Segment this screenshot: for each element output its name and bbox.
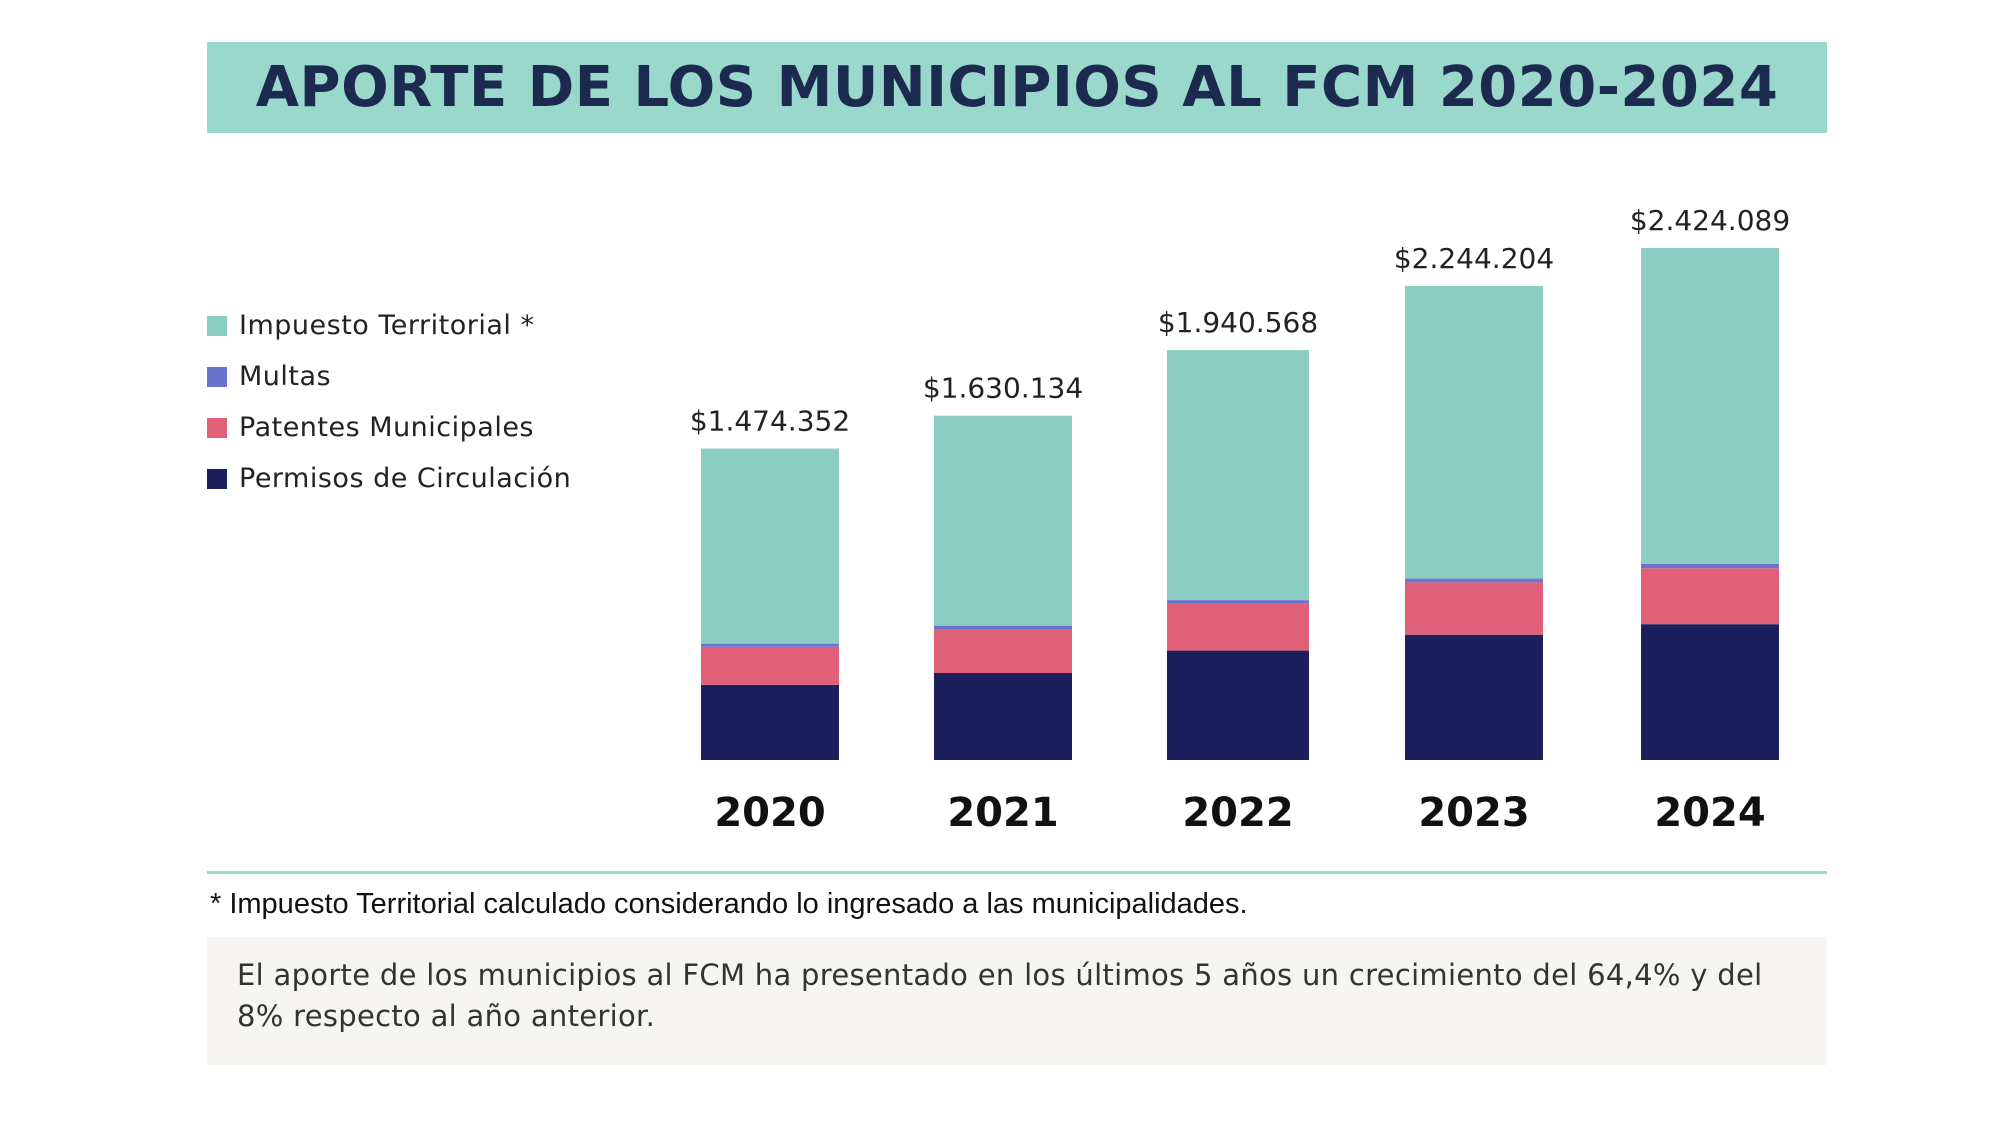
bar-segment-permisos-2021 xyxy=(934,672,1072,760)
bar-segment-impuesto-2022 xyxy=(1167,350,1309,601)
summary-text: El aporte de los municipios al FCM ha pr… xyxy=(237,958,1763,1033)
x-tick-label-2024: 2024 xyxy=(1654,790,1765,836)
legend-item-patentes: Patentes Municipales xyxy=(207,402,571,453)
stacked-bar-chart: $1.474.352 2020 $1.630.134 2021 $1.940.568 20… xyxy=(690,204,1790,836)
bar-segment-patentes-2021 xyxy=(934,629,1072,673)
bar-segment-multas-2023 xyxy=(1405,578,1543,583)
legend-label: Patentes Municipales xyxy=(239,412,535,443)
bar-segment-multas-2020 xyxy=(701,643,839,647)
x-tick-label-2022: 2022 xyxy=(1182,790,1293,836)
bar-segment-impuesto-2024 xyxy=(1641,248,1779,564)
bar-segment-multas-2022 xyxy=(1167,600,1309,604)
legend: Impuesto Territorial * Multas Patentes M… xyxy=(207,300,571,504)
bar-segment-permisos-2020 xyxy=(701,684,839,760)
x-tick-label-2020: 2020 xyxy=(714,790,825,836)
bar-segment-permisos-2024 xyxy=(1641,624,1779,760)
total-label-2020: $1.474.352 xyxy=(690,405,850,438)
chart-title: APORTE DE LOS MUNICIPIOS AL FCM 2020-202… xyxy=(255,55,1779,120)
legend-item-multas: Multas xyxy=(207,351,571,402)
bar-segment-multas-2021 xyxy=(934,625,1072,630)
legend-item-permisos: Permisos de Circulación xyxy=(207,453,571,504)
bar-segment-impuesto-2021 xyxy=(934,415,1072,626)
bar-segment-permisos-2022 xyxy=(1167,650,1309,760)
divider xyxy=(207,871,1827,874)
bar-segment-impuesto-2020 xyxy=(701,448,839,644)
legend-swatch-impuesto xyxy=(207,315,227,336)
x-tick-label-2021: 2021 xyxy=(947,790,1058,836)
title-bar: APORTE DE LOS MUNICIPIOS AL FCM 2020-202… xyxy=(207,42,1827,133)
total-label-2021: $1.630.134 xyxy=(923,372,1083,405)
legend-item-impuesto: Impuesto Territorial * xyxy=(207,300,571,351)
total-label-2024: $2.424.089 xyxy=(1630,204,1790,237)
legend-swatch-patentes xyxy=(207,417,227,438)
bar-segment-patentes-2024 xyxy=(1641,568,1779,625)
bar-segment-impuesto-2023 xyxy=(1405,285,1543,579)
total-label-2022: $1.940.568 xyxy=(1158,306,1318,339)
bar-segment-multas-2024 xyxy=(1641,563,1779,569)
x-tick-label-2023: 2023 xyxy=(1418,790,1529,836)
legend-label: Multas xyxy=(239,361,332,392)
legend-label: Impuesto Territorial * xyxy=(239,310,535,341)
bar-segment-patentes-2022 xyxy=(1167,603,1309,651)
bar-segment-patentes-2020 xyxy=(701,646,839,685)
footnote: * Impuesto Territorial calculado conside… xyxy=(210,888,1248,920)
legend-label: Permisos de Circulación xyxy=(239,463,572,494)
total-label-2023: $2.244.204 xyxy=(1394,242,1554,275)
bar-segment-patentes-2023 xyxy=(1405,582,1543,635)
summary-box: El aporte de los municipios al FCM ha pr… xyxy=(207,937,1827,1065)
legend-swatch-permisos xyxy=(207,468,227,489)
legend-swatch-multas xyxy=(207,366,227,387)
bar-segment-permisos-2023 xyxy=(1405,634,1543,760)
